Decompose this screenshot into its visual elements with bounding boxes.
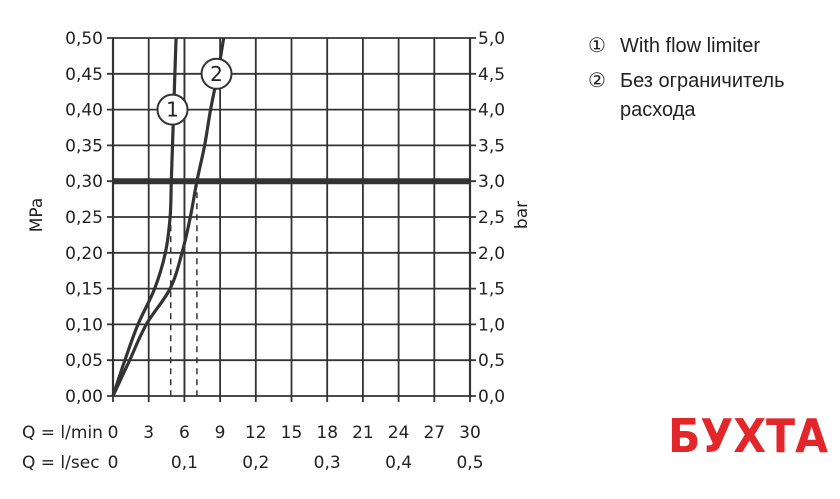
x-tick-label: 3 (143, 423, 154, 443)
x-secondary-tick-label: 0,2 (242, 453, 269, 473)
legend-label-2: Без ограничитель (620, 70, 785, 92)
legend-label-1: With flow limiter (620, 35, 760, 57)
x-axis-label: Q = l/min (22, 423, 103, 443)
x-tick-label: 0 (108, 423, 119, 443)
y-axis-label: MPa (27, 198, 47, 233)
y-tick-label: 0,45 (65, 65, 103, 85)
y-right-tick-label: 4,5 (478, 65, 505, 85)
x-tick-label: 18 (316, 423, 338, 443)
y-axis-right-label: bar (512, 201, 532, 229)
logo-text: БУХТА (668, 409, 828, 463)
series-marker-circle-1 (156, 93, 189, 126)
y-right-tick-label: 3,5 (478, 136, 505, 156)
series-marker-label-2: 2 (210, 62, 223, 86)
x-tick-label: 15 (281, 423, 303, 443)
series-marker-label-1: 1 (166, 98, 179, 122)
series-line-2 (111, 37, 226, 397)
legend: ① With flow limiter ② Без ограничитель расхо… (588, 33, 785, 121)
tick-labels: 0 3 6 9 12 15 18 21 24 27 300 0,1 0,2 0,3 0,4 0,50,00 0,… (65, 29, 505, 473)
y-right-tick-label: 4,0 (478, 101, 505, 121)
x-tick-label: 21 (352, 423, 374, 443)
y-right-tick-label: 2,0 (478, 244, 505, 264)
y-tick-label: 0,15 (65, 280, 103, 300)
legend-marker-2: ② (588, 68, 606, 92)
y-right-tick-label: 5,0 (478, 29, 505, 49)
x-secondary-tick-label: 0,3 (314, 453, 341, 473)
legend-marker-1: ① (588, 33, 606, 57)
y-tick-label: 0,20 (65, 244, 103, 264)
x-axis-secondary-label: Q = l/sec (22, 453, 100, 473)
series-marker-circle-2 (200, 57, 233, 90)
series-layer: 12 (111, 37, 233, 397)
grid (107, 37, 476, 402)
y-tick-label: 0,30 (65, 172, 103, 192)
x-tick-label: 27 (423, 423, 445, 443)
x-tick-label: 12 (245, 423, 267, 443)
y-tick-label: 0,00 (65, 387, 103, 407)
x-tick-label: 6 (179, 423, 190, 443)
y-tick-label: 0,40 (65, 101, 103, 121)
x-tick-label: 30 (459, 423, 481, 443)
x-tick-label: 9 (215, 423, 226, 443)
y-right-tick-label: 2,5 (478, 208, 505, 228)
y-right-tick-label: 1,5 (478, 280, 505, 300)
y-tick-label: 0,10 (65, 315, 103, 335)
y-tick-label: 0,05 (65, 351, 103, 371)
x-tick-label: 24 (388, 423, 410, 443)
y-tick-label: 0,25 (65, 208, 103, 228)
y-right-tick-label: 3,0 (478, 172, 505, 192)
y-tick-label: 0,35 (65, 136, 103, 156)
y-right-tick-label: 0,0 (478, 387, 505, 407)
y-right-tick-label: 1,0 (478, 315, 505, 335)
x-secondary-tick-label: 0,1 (171, 453, 198, 473)
y-right-tick-label: 0,5 (478, 351, 505, 371)
x-secondary-tick-label: 0,4 (385, 453, 412, 473)
logo: БУХТА (667, 408, 829, 464)
x-secondary-tick-label: 0 (108, 453, 119, 473)
x-secondary-tick-label: 0,5 (456, 453, 483, 473)
y-tick-label: 0,50 (65, 29, 103, 49)
legend-label-2: расхода (620, 99, 696, 121)
